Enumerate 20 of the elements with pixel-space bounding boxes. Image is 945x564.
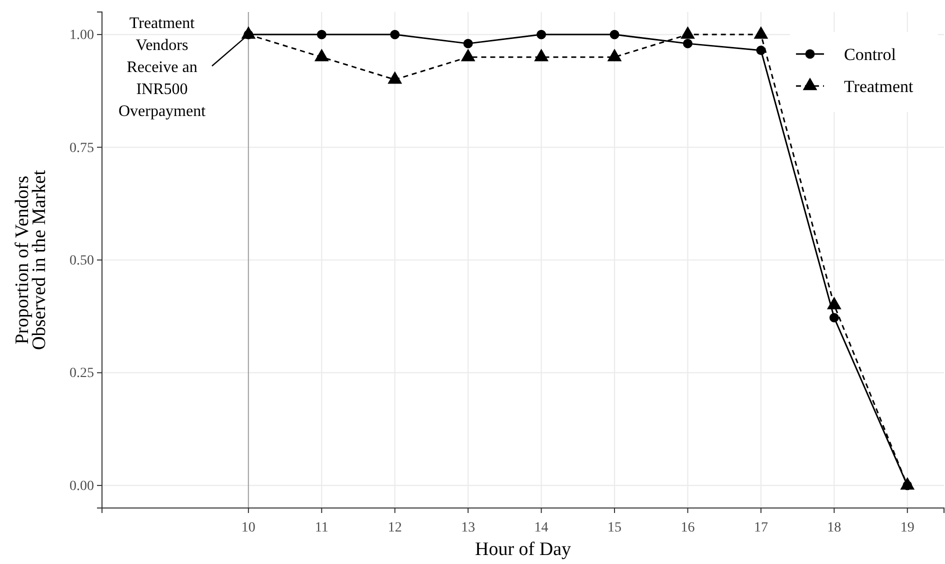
- x-tick-label: 16: [680, 520, 695, 536]
- legend-label: Treatment: [844, 76, 914, 96]
- y-axis-title: Proportion of Vendors Observed in the Market: [12, 169, 50, 350]
- y-tick-label: 0.50: [70, 253, 94, 268]
- annotation: Treatment Vendors Receive an INR500 Overpayment: [118, 15, 206, 120]
- y-tick-label: 0.00: [70, 478, 94, 494]
- x-tick-label: 17: [754, 520, 768, 536]
- x-tick-label: 10: [241, 520, 256, 536]
- y-tick-label: 1.00: [70, 28, 94, 44]
- y-tick-label: 0.25: [70, 366, 94, 382]
- y-tick-label: 0.75: [70, 140, 94, 156]
- x-tick-label: 19: [900, 520, 914, 536]
- x-axis-title: Hour of Day: [474, 539, 572, 560]
- x-tick-label: 18: [827, 520, 842, 536]
- x-tick-label: 13: [461, 520, 476, 536]
- x-tick-label: 15: [608, 520, 622, 536]
- x-tick-label: 11: [314, 520, 328, 536]
- x-tick-label: 12: [388, 520, 402, 536]
- x-tick-label: 14: [534, 520, 548, 536]
- legend-label: Control: [844, 44, 896, 64]
